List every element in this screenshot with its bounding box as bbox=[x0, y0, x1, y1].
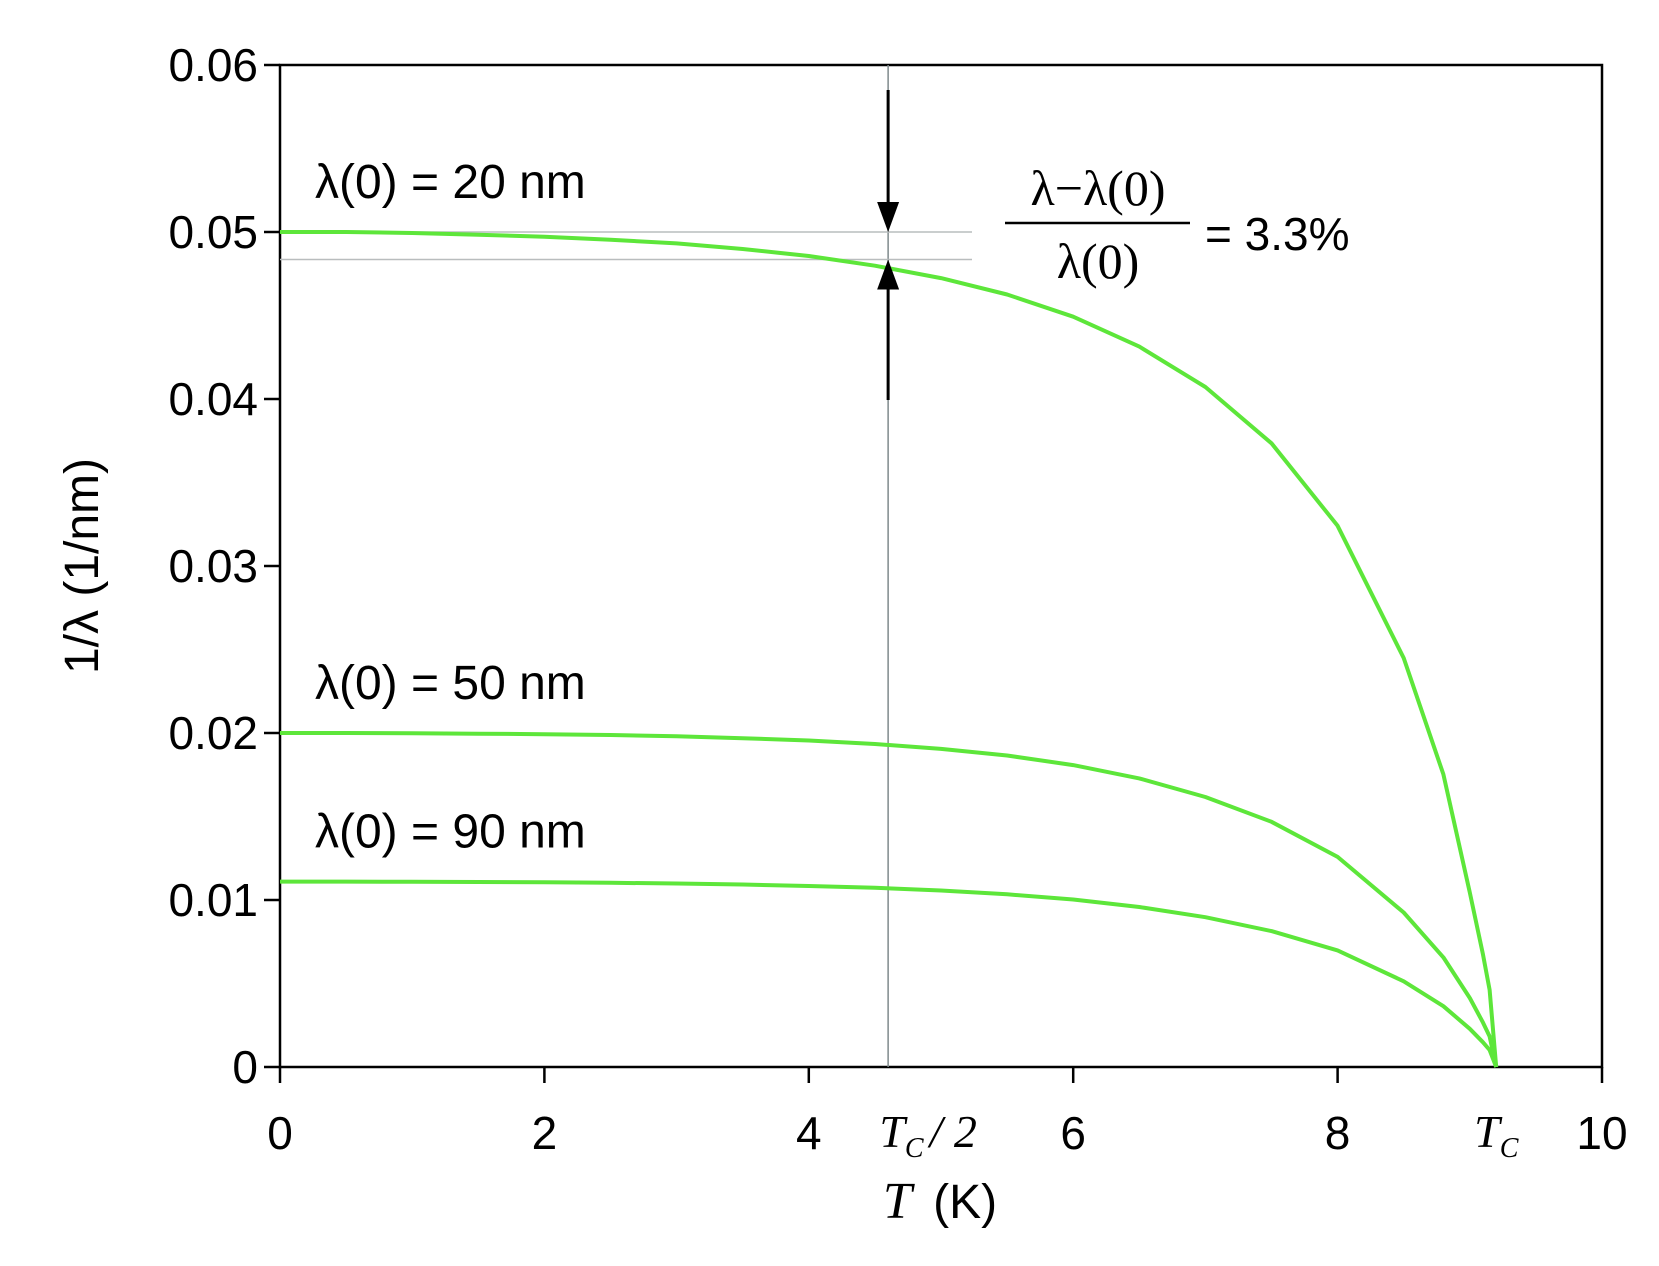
series-line-2 bbox=[280, 879, 1499, 1068]
fraction-equals-value: = 3.3% bbox=[1205, 208, 1350, 260]
plot-frame bbox=[278, 63, 1604, 1069]
x-axis-title: T (K) bbox=[883, 1173, 997, 1230]
x-axis-variable: T bbox=[883, 1173, 915, 1230]
series-line-1 bbox=[280, 731, 1499, 1068]
fraction-denominator: λ(0) bbox=[1057, 233, 1140, 289]
series-labels: λ(0) = 20 nm λ(0) = 50 nm λ(0) = 90 nm bbox=[315, 156, 586, 859]
y-tick-label: 0.01 bbox=[168, 874, 258, 926]
arrow-down-head bbox=[877, 202, 900, 232]
x-tick-label: 2 bbox=[532, 1107, 558, 1159]
x-tick-label: 8 bbox=[1325, 1107, 1351, 1159]
arrow-up-head bbox=[877, 259, 900, 290]
x-tick-label: 10 bbox=[1576, 1107, 1627, 1159]
annotation-arrows bbox=[877, 90, 900, 400]
y-tick-label: 0 bbox=[232, 1041, 258, 1093]
series-label-1: λ(0) = 50 nm bbox=[315, 657, 586, 710]
y-axis-ticks: 0 0.01 0.02 0.03 0.04 0.05 0.06 bbox=[168, 39, 280, 1093]
x-axis-ticks: 0 2 4 6 8 10 bbox=[267, 1067, 1628, 1159]
y-tick-label: 0.03 bbox=[168, 540, 258, 592]
tc-label-1: TC bbox=[1474, 1106, 1519, 1164]
fraction-numerator: λ−λ(0) bbox=[1031, 160, 1166, 216]
series-label-0: λ(0) = 20 nm bbox=[315, 156, 586, 209]
x-tick-label: 6 bbox=[1060, 1107, 1086, 1159]
x-tick-label: 4 bbox=[796, 1107, 822, 1159]
series-label-2: λ(0) = 90 nm bbox=[315, 806, 586, 859]
fraction-annotation: λ−λ(0) λ(0) = 3.3% bbox=[1005, 160, 1350, 289]
y-tick-label: 0.04 bbox=[168, 373, 258, 425]
tc-label-0: TC/ 2 bbox=[879, 1106, 977, 1164]
series-line-0 bbox=[280, 230, 1499, 1068]
series-lines bbox=[280, 230, 1499, 1068]
y-tick-label: 0.02 bbox=[168, 707, 258, 759]
guide-lines bbox=[280, 65, 972, 1067]
x-axis-unit: (K) bbox=[933, 1176, 997, 1229]
y-axis-title: 1/λ (1/nm) bbox=[56, 458, 109, 674]
y-tick-label: 0.06 bbox=[168, 39, 258, 91]
x-tick-label: 0 bbox=[267, 1107, 293, 1159]
y-tick-label: 0.05 bbox=[168, 206, 258, 258]
tc-labels: TC/ 2 TC bbox=[879, 1106, 1518, 1164]
